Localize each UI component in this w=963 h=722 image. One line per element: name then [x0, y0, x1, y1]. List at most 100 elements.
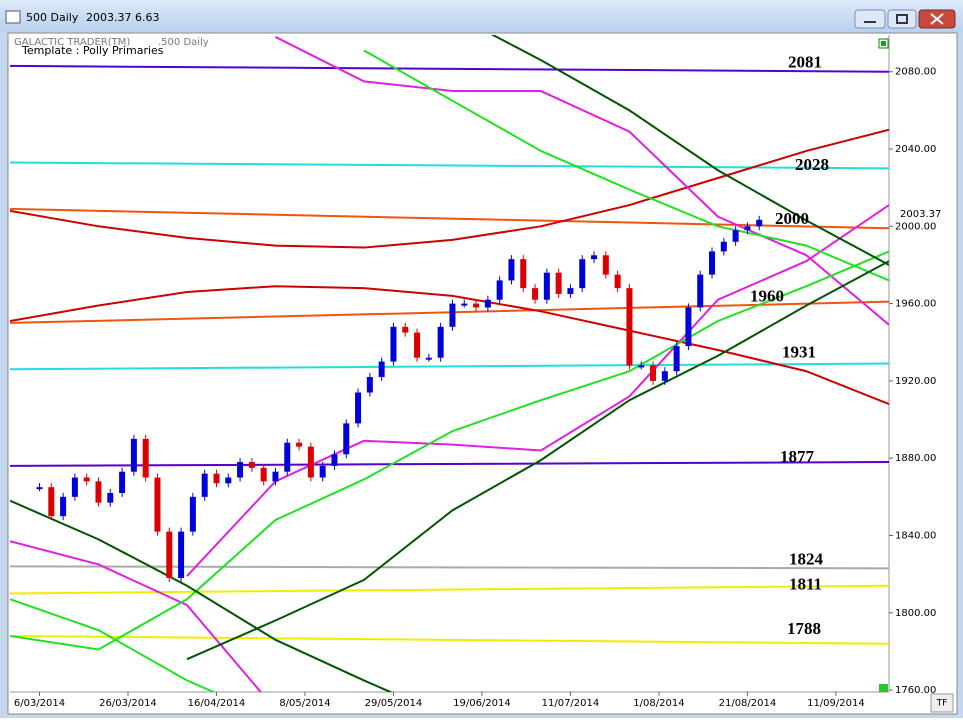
candle: [60, 496, 67, 517]
candle: [543, 272, 550, 300]
candle: [166, 531, 173, 578]
level-label: 2000: [775, 209, 809, 228]
x-tick-label: 11/07/2014: [542, 698, 600, 709]
candle: [673, 346, 680, 372]
candle: [296, 442, 303, 447]
candle: [520, 259, 527, 289]
x-tick-label: 1/08/2014: [633, 698, 684, 709]
cycle-curve: [275, 36, 889, 326]
close-icon: [930, 13, 944, 25]
cycle-curve: [10, 499, 394, 692]
candle: [567, 288, 574, 294]
candle: [237, 462, 244, 478]
candle: [378, 361, 385, 378]
y-tick-label: 1960.00: [895, 299, 936, 310]
candle: [661, 371, 668, 381]
header: GALACTIC TRADER(TM): [14, 37, 130, 48]
x-tick-label: 29/05/2014: [365, 698, 423, 709]
candle: [650, 365, 657, 381]
level-label: 2081: [788, 53, 822, 72]
candle: [638, 365, 645, 368]
x-tick-label: 8/05/2014: [279, 698, 330, 709]
candle: [437, 326, 444, 358]
candle: [95, 481, 102, 503]
candle: [449, 303, 456, 327]
cycle-curve: [10, 598, 217, 692]
y-tick-label: 2040.00: [895, 144, 936, 155]
minimize-button[interactable]: [854, 9, 886, 29]
candle: [602, 255, 609, 275]
window-title: 500 Daily: [26, 11, 79, 24]
level-line: [10, 461, 889, 467]
last-price-label: 2003.37: [900, 209, 941, 220]
maximize-button[interactable]: [887, 9, 917, 29]
candle: [331, 454, 338, 466]
tf-label: TF: [936, 699, 948, 709]
y-tick-label: 1920.00: [895, 376, 936, 387]
candle: [496, 280, 503, 300]
cycle-curve: [186, 204, 889, 577]
cycle-curve: [363, 49, 889, 282]
y-tick-label: 2000.00: [895, 221, 936, 232]
candle: [225, 477, 232, 484]
candle: [532, 288, 539, 300]
candle: [260, 467, 267, 482]
x-tick-label: 16/04/2014: [188, 698, 246, 709]
candle: [130, 438, 137, 472]
candle: [272, 471, 279, 482]
y-tick-label: 1880.00: [895, 453, 936, 464]
level-line: [10, 161, 889, 170]
candle: [343, 423, 350, 455]
change: 6.63: [135, 11, 160, 24]
candle: [154, 477, 161, 532]
y-tick-label: 2080.00: [895, 67, 936, 78]
level-line: [10, 634, 889, 645]
level-line: [10, 565, 889, 570]
candle: [614, 274, 621, 289]
cycle-curve: [490, 35, 889, 266]
candle: [307, 446, 314, 478]
candle: [402, 326, 409, 333]
candle: [484, 299, 491, 308]
maximize-icon: [896, 14, 908, 24]
candle: [201, 473, 208, 497]
cycle-curve: [10, 128, 889, 249]
candle: [319, 465, 326, 478]
candle: [709, 251, 716, 275]
candle: [213, 473, 220, 484]
candle: [36, 487, 43, 490]
candle: [83, 477, 90, 482]
candle: [591, 255, 598, 260]
candle: [555, 272, 562, 294]
cycle-curve: [10, 540, 263, 692]
candle: [685, 307, 692, 347]
level-label: 1877: [780, 447, 815, 466]
candle: [720, 241, 727, 252]
level-label: 1811: [789, 574, 822, 593]
candle: [48, 487, 55, 517]
candle: [107, 492, 114, 503]
tf-button[interactable]: [930, 693, 954, 713]
plot: [10, 35, 889, 692]
candle: [697, 274, 704, 308]
candle: [142, 438, 149, 478]
level-line: [10, 64, 889, 73]
candle: [732, 230, 739, 242]
candle: [425, 357, 432, 360]
chart-area: [7, 32, 958, 715]
candle: [461, 303, 468, 306]
corner-marker: [881, 41, 886, 46]
candle: [414, 332, 421, 358]
level-line: [10, 362, 889, 371]
template: Template : Polly Primaries: [21, 44, 164, 57]
cycle-curve: [10, 285, 889, 406]
y-tick-label: 1760.00: [895, 685, 936, 696]
level-label: 1788: [787, 619, 821, 638]
candle: [189, 496, 196, 532]
x-tick-label: 26/03/2014: [99, 698, 157, 709]
cycle-curve: [186, 260, 889, 661]
cycle-curve: [10, 250, 889, 651]
level-label: 1824: [789, 549, 824, 568]
x-tick-label: 21/08/2014: [719, 698, 777, 709]
